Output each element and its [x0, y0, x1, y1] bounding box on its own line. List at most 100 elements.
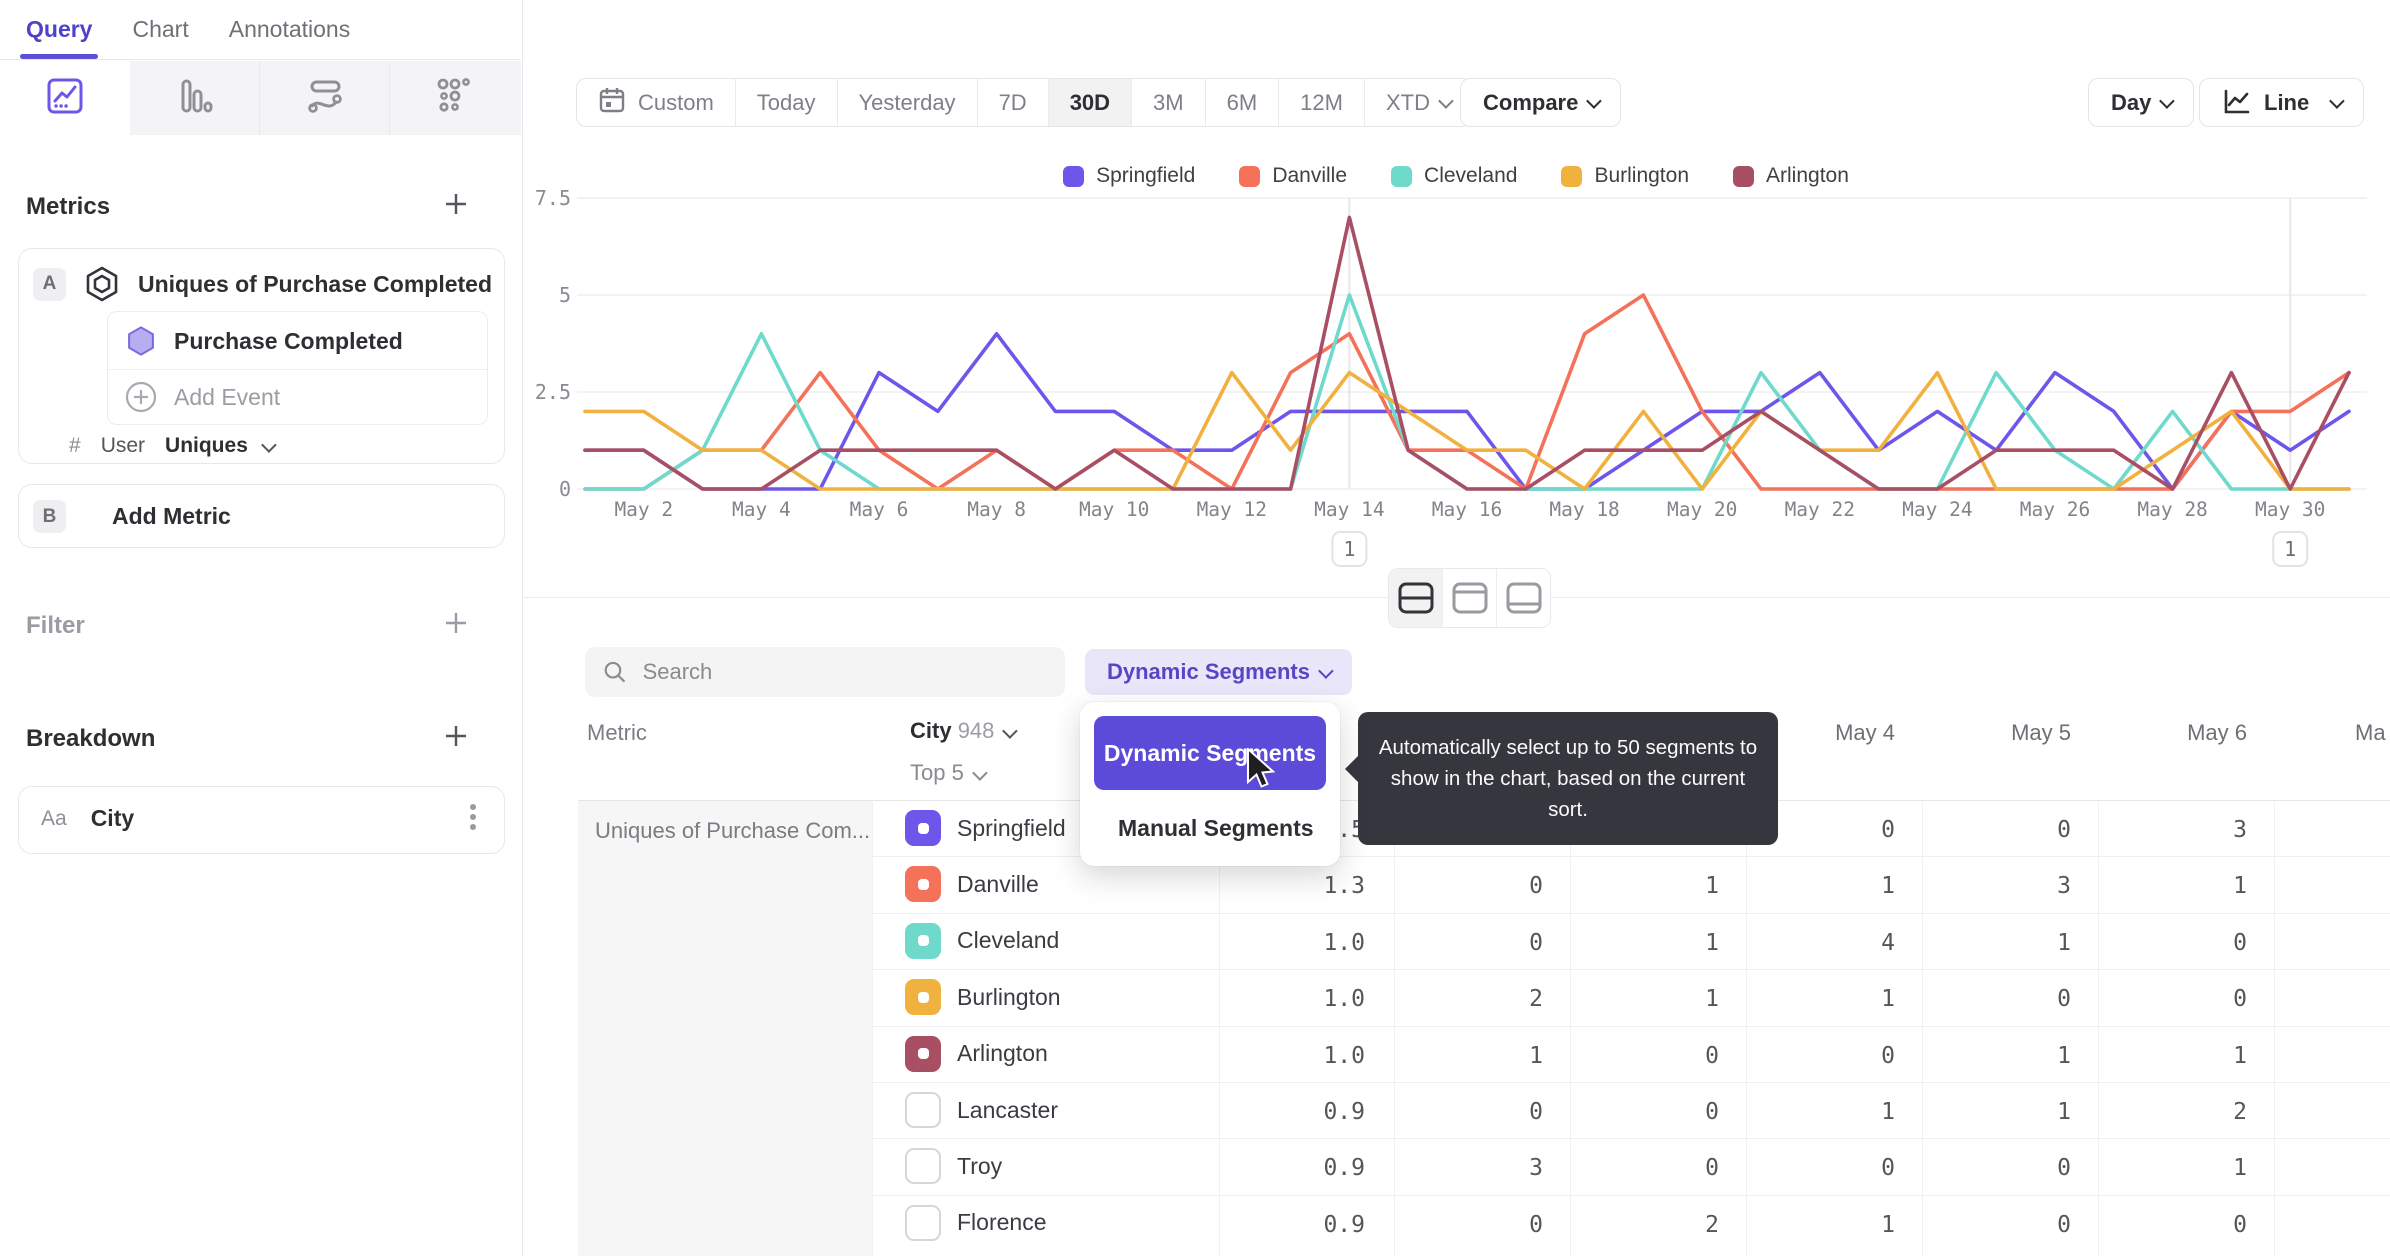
add-breakdown-button[interactable] [442, 722, 470, 750]
table-value: 1 [1705, 986, 1719, 1013]
table-value: 1 [2057, 929, 2071, 956]
nav-tab-chart[interactable]: Chart [132, 16, 189, 42]
segment-row-springfield[interactable]: Springfield [905, 810, 1066, 846]
metric-b-card[interactable]: B Add Metric [18, 484, 505, 548]
aggregation-row[interactable]: # User Uniques [69, 434, 277, 458]
segment-checkbox[interactable] [905, 810, 941, 846]
segment-city-name: Florence [957, 1209, 1047, 1236]
segment-checkbox[interactable] [905, 1035, 941, 1072]
date-column-header: May 5 [2011, 720, 2071, 745]
range-30d[interactable]: 30D [1048, 79, 1133, 126]
metric-a-card[interactable]: A Uniques of Purchase Completed Purchase… [18, 248, 505, 464]
chart-style-button[interactable]: Line [2199, 78, 2365, 127]
checkbox-dot-icon [917, 878, 929, 890]
segment-city-name: Burlington [957, 983, 1061, 1010]
legend-item-springfield[interactable]: Springfield [1063, 164, 1195, 188]
x-axis-label: May 24 [1902, 498, 1972, 521]
segment-row-arlington[interactable]: Arlington [905, 1035, 1048, 1072]
segment-search[interactable] [585, 647, 1065, 697]
x-axis-label: May 10 [1079, 498, 1149, 521]
legend-item-arlington[interactable]: Arlington [1733, 164, 1849, 188]
segment-checkbox[interactable] [905, 922, 941, 959]
x-axis-label: May 2 [614, 498, 673, 521]
top-n-selector[interactable]: Top 5 [910, 760, 988, 786]
chart-type-bar-chart-icon[interactable] [130, 61, 260, 135]
table-value: 1 [1881, 873, 1895, 900]
add-event-row[interactable]: Add Event [124, 380, 280, 414]
range-yesterday[interactable]: Yesterday [838, 79, 978, 126]
x-axis-label: May 14 [1314, 498, 1384, 521]
range-12m[interactable]: 12M [1279, 79, 1365, 126]
range-3m[interactable]: 3M [1132, 79, 1206, 126]
segment-row-danville[interactable]: Danville [905, 866, 1039, 903]
chart-type-scatter-dots-icon[interactable] [390, 61, 520, 135]
table-value: 0.9 [1323, 1099, 1365, 1125]
chart-type-line-chart-icon[interactable] [0, 61, 130, 135]
add-filter-button[interactable] [442, 609, 470, 637]
layout-split-button[interactable] [1389, 569, 1443, 627]
menu-item-manual-segments[interactable]: Manual Segments [1118, 814, 1314, 841]
legend-item-burlington[interactable]: Burlington [1561, 164, 1689, 188]
add-metric-plus-button[interactable] [442, 190, 470, 218]
legend-item-cleveland[interactable]: Cleveland [1391, 164, 1517, 188]
segment-checkbox[interactable] [905, 866, 941, 903]
series-line-burlington[interactable] [583, 370, 2351, 491]
table-value: 1.0 [1323, 929, 1365, 956]
breakdown-property-name: City [90, 805, 135, 831]
segment-row-burlington[interactable]: Burlington [905, 979, 1061, 1016]
nav-tab-query[interactable]: Query [19, 0, 100, 59]
series-line-arlington[interactable] [583, 215, 2351, 491]
annotation-badge-may-30[interactable]: 1 [2272, 531, 2309, 567]
nav-tab-annotations[interactable]: Annotations [228, 16, 351, 42]
segment-city-name: Arlington [957, 1040, 1048, 1067]
range-custom[interactable]: Custom [577, 79, 736, 126]
legend-item-danville[interactable]: Danville [1239, 164, 1347, 188]
annotation-badge-may-14[interactable]: 1 [1331, 531, 1368, 567]
x-axis-label: May 6 [850, 498, 909, 521]
search-icon [604, 661, 625, 683]
segment-checkbox[interactable] [905, 1092, 941, 1128]
range-6m[interactable]: 6M [1206, 79, 1280, 126]
segment-row-florence[interactable]: Florence [905, 1204, 1047, 1241]
top-n-label: Top 5 [910, 760, 964, 785]
chevron-down-icon [971, 765, 988, 781]
x-axis-label: May 16 [1432, 498, 1502, 521]
kebab-menu-icon[interactable] [470, 800, 476, 834]
table-value: 0 [2233, 1211, 2247, 1238]
layout-table-only-button[interactable] [1497, 569, 1550, 627]
segment-checkbox[interactable] [905, 979, 941, 1016]
range-today[interactable]: Today [736, 79, 838, 126]
line-chart[interactable]: 7.5 5 2.5 0 May 2 May 4 May 6 May 8 May 10 May 12… [522, 140, 2390, 580]
table-value: 0 [1881, 817, 1895, 843]
line-chart-icon [2224, 89, 2250, 113]
segment-row-lancaster[interactable]: Lancaster [905, 1092, 1058, 1128]
event-row[interactable]: Purchase Completed [124, 324, 403, 358]
table-value: 0 [1529, 873, 1543, 900]
range-7d[interactable]: 7D [978, 79, 1049, 126]
breakdown-column-header[interactable]: City 948 [910, 718, 1019, 744]
checkbox-dot-icon [917, 935, 929, 947]
segment-row-cleveland[interactable]: Cleveland [905, 922, 1059, 959]
metrics-heading: Metrics [26, 193, 111, 220]
x-axis-label: May 30 [2255, 498, 2325, 521]
menu-item-dynamic-segments[interactable]: Dynamic Segments [1094, 716, 1326, 790]
table-value: 1.0 [1323, 986, 1365, 1013]
table-value: 0 [1881, 1155, 1895, 1182]
segment-row-troy[interactable]: Troy [905, 1148, 1002, 1185]
layout-chart-only-button[interactable] [1443, 569, 1497, 627]
granularity-button[interactable]: Day [2088, 78, 2195, 127]
table-value: 1.3 [1323, 873, 1365, 900]
segments-mode-button[interactable]: Dynamic Segments [1085, 649, 1352, 695]
table-value: 2 [1705, 1211, 1719, 1238]
search-input[interactable] [640, 658, 1047, 686]
chart-type-flow-chart-icon[interactable] [260, 61, 390, 135]
breakdown-city-card[interactable]: Aa City [18, 786, 505, 854]
compare-button[interactable]: Compare [1460, 78, 1622, 127]
table-value: 3 [2057, 873, 2071, 900]
segment-checkbox[interactable] [905, 1204, 941, 1241]
series-line-springfield[interactable] [583, 332, 2351, 491]
count-symbol: # [69, 434, 81, 457]
table-value: 0 [2233, 986, 2247, 1013]
segment-checkbox[interactable] [905, 1148, 941, 1185]
range-xtd[interactable]: XTD [1365, 79, 1471, 126]
